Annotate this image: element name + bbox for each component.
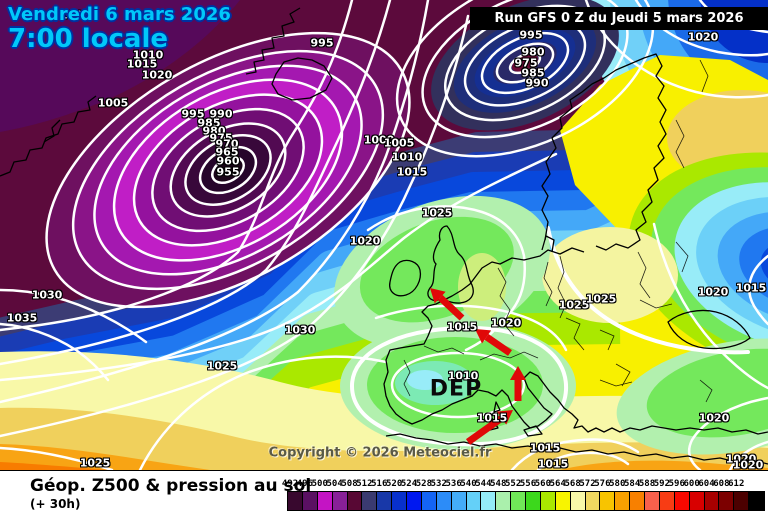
scale-tick-label: 568	[564, 479, 581, 489]
scale-color-block	[511, 492, 526, 510]
scale-tick-label: 552	[504, 479, 522, 489]
scale-tick-label: 504	[326, 479, 343, 489]
scale-color-block	[377, 492, 393, 510]
scale-color-block	[392, 492, 407, 510]
scale-color-block	[526, 492, 541, 510]
scale-tick-label: 604	[698, 479, 715, 489]
scale-tick-label: 556	[519, 479, 537, 489]
scale-tick-label: 596	[668, 479, 685, 489]
scale-color-block	[645, 492, 660, 510]
scale-tick-label: 592	[653, 479, 671, 489]
scale-tick-label: 536	[445, 479, 462, 489]
scale-color-block	[466, 492, 482, 510]
scale-color-block	[407, 492, 422, 510]
scale-color-block	[317, 492, 333, 510]
scale-tick-label: 612	[728, 479, 745, 489]
scale-color-block	[496, 492, 512, 510]
flow-arrow-head	[475, 329, 492, 344]
scale-color-block	[600, 492, 616, 510]
scale-tick-label: 580	[609, 479, 626, 489]
scale-tick-label: 544	[475, 479, 492, 489]
scale-tick-label: 520	[385, 479, 403, 489]
scale-tick-label: 588	[638, 479, 656, 489]
scale-tick-label: 516	[371, 479, 388, 489]
scale-tick-label: 524	[400, 479, 418, 489]
scale-color-block	[332, 492, 348, 510]
date-text: Vendredi 6 mars 2026	[8, 4, 231, 25]
weather-map-canvas	[0, 0, 768, 470]
map-area: 1005 1005 1010 1015 1020 995 990 985 980 975 970 96…	[0, 0, 768, 472]
scale-tick-label: 576	[594, 479, 611, 489]
scale-color-block	[555, 492, 571, 510]
flow-arrows-layer	[430, 288, 526, 445]
scale-tick-label: 540	[460, 479, 477, 489]
scale-color-block	[570, 492, 586, 510]
scale-color-block	[302, 492, 318, 510]
scale-tick-label: 572	[579, 479, 596, 489]
scale-tick-label: 512	[356, 479, 373, 489]
scale-tick-label: 608	[713, 479, 730, 489]
scale-tick-label: 492	[281, 479, 299, 489]
scale-color-block	[421, 492, 437, 510]
scale-tick-label: 532	[430, 479, 447, 489]
flow-arrow-shaft	[437, 295, 465, 321]
run-info-bar: Run GFS 0 Z du Jeudi 5 mars 2026	[470, 7, 768, 30]
scale-color-block	[689, 492, 705, 510]
date-block: Vendredi 6 mars 2026 7:00 locale	[8, 4, 231, 54]
scale-color-block	[585, 492, 601, 510]
color-scale-labels: 492 496 500 504 508 512 516 520 524 528 532 536 540 5…	[282, 479, 763, 490]
scale-color-block	[347, 492, 363, 510]
color-scale-blocks	[287, 491, 765, 511]
scale-tick-label: 496	[296, 479, 314, 489]
scale-color-block	[749, 492, 764, 510]
forecast-hour: (+ 30h)	[30, 497, 81, 511]
scale-color-block	[362, 492, 378, 510]
scale-tick-label: 528	[415, 479, 433, 489]
scale-color-block	[540, 492, 556, 510]
scale-color-block	[451, 492, 467, 510]
flow-arrow-head	[496, 410, 513, 425]
copyright-text: Copyright © 2026 Meteociel.fr	[268, 445, 492, 461]
scale-tick-label: 548	[490, 479, 507, 489]
flow-arrow-shaft	[465, 415, 504, 445]
scale-color-block	[674, 492, 690, 510]
chart-title: Géop. Z500 & pression au sol	[30, 476, 312, 496]
scale-color-block	[615, 492, 631, 510]
scale-color-block	[734, 492, 750, 510]
scale-color-block	[704, 492, 720, 510]
scale-color-block	[481, 492, 497, 510]
flow-arrow-head	[510, 366, 526, 380]
local-time-text: 7:00 locale	[8, 23, 168, 54]
scale-color-block	[288, 492, 303, 510]
scale-tick-label: 584	[623, 479, 641, 489]
scale-tick-label: 508	[341, 479, 358, 489]
scale-tick-label: 500	[311, 479, 328, 489]
depression-label: DEP	[429, 376, 483, 402]
scale-tick-label: 564	[549, 479, 566, 489]
scale-color-block	[630, 492, 645, 510]
color-scale: 492 496 500 504 508 512 516 520 524 528 532 536 540 5…	[282, 479, 765, 511]
scale-color-block	[659, 492, 675, 510]
flow-arrow-shaft	[484, 334, 512, 356]
scale-tick-label: 600	[683, 479, 700, 489]
country-borders	[403, 59, 713, 403]
scale-color-block	[719, 492, 735, 510]
footer-bar: Géop. Z500 & pression au sol (+ 30h) 492…	[0, 470, 768, 512]
scale-color-block	[436, 492, 452, 510]
flow-arrow-head	[430, 288, 446, 304]
scale-tick-label: 560	[534, 479, 552, 489]
